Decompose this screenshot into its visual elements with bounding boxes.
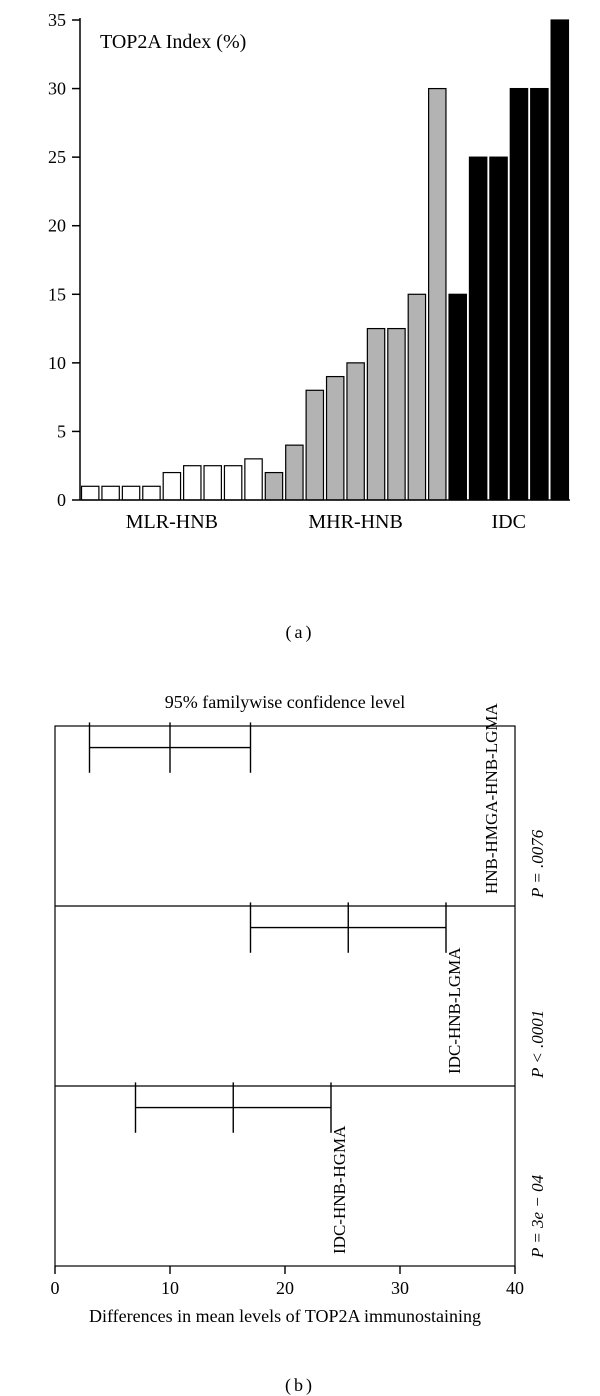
panel-a-bar-chart: MLR-HNB MHR-HNB IDC 0 5 10 15 20 25 30 35 TOP2A Ind… xyxy=(0,0,600,610)
bar xyxy=(469,157,486,500)
ci-row-label: IDC-HNB-HGMA xyxy=(330,1125,349,1254)
p-value-label: P < .0001 xyxy=(528,1010,547,1079)
bar xyxy=(367,329,384,500)
bar xyxy=(531,89,548,500)
panel-b-caption: (b) xyxy=(0,1375,600,1396)
bar xyxy=(490,157,507,500)
y-tick-label: 30 xyxy=(48,79,66,99)
y-tick-label: 15 xyxy=(48,284,66,304)
panel-a-caption: (a) xyxy=(0,622,600,643)
bar xyxy=(224,466,241,500)
y-tick-label: 25 xyxy=(48,147,66,167)
p-value-label: P = 3e − 04 xyxy=(528,1174,547,1259)
bar xyxy=(408,294,425,500)
y-tick-label: 0 xyxy=(57,490,66,510)
bar xyxy=(510,89,527,500)
group-label: MLR-HNB xyxy=(126,511,218,533)
bar xyxy=(551,20,568,500)
group-label: IDC xyxy=(492,511,526,533)
panel-b-title: 95% familywise confidence level xyxy=(165,692,405,712)
bar xyxy=(347,363,364,500)
bar xyxy=(204,466,221,500)
y-tick-label: 10 xyxy=(48,353,66,373)
bar xyxy=(102,486,119,500)
y-tick-label: 20 xyxy=(48,216,66,236)
bar xyxy=(143,486,160,500)
bar xyxy=(429,89,446,500)
x-tick-label: 40 xyxy=(506,1278,524,1298)
x-tick-label: 30 xyxy=(391,1278,409,1298)
y-tick-label: 5 xyxy=(57,421,66,441)
ci-row-label: IDC-HNB-LGMA xyxy=(445,947,464,1074)
bar xyxy=(163,473,180,500)
bar xyxy=(122,486,139,500)
bar xyxy=(245,459,262,500)
bar xyxy=(286,445,303,500)
bar xyxy=(449,294,466,500)
bar xyxy=(327,377,344,500)
y-axis-label: TOP2A Index (%) xyxy=(100,31,246,53)
group-label: MHR-HNB xyxy=(308,511,402,533)
x-axis-label: Differences in mean levels of TOP2A immu… xyxy=(89,1306,481,1326)
bar xyxy=(265,473,282,500)
bar xyxy=(184,466,201,500)
x-tick-label: 20 xyxy=(276,1278,294,1298)
bar xyxy=(388,329,405,500)
bar xyxy=(82,486,99,500)
x-tick-label: 0 xyxy=(51,1278,60,1298)
x-tick-label: 10 xyxy=(161,1278,179,1298)
ci-row-label: HNB-HMGA-HNB-LGMA xyxy=(482,703,501,894)
panel-b-confidence-intervals: 95% familywise confidence level HNB-HMGA-… xyxy=(0,671,600,1371)
p-value-label: P = .0076 xyxy=(528,829,547,899)
bar xyxy=(306,390,323,500)
y-tick-label: 35 xyxy=(48,10,66,30)
